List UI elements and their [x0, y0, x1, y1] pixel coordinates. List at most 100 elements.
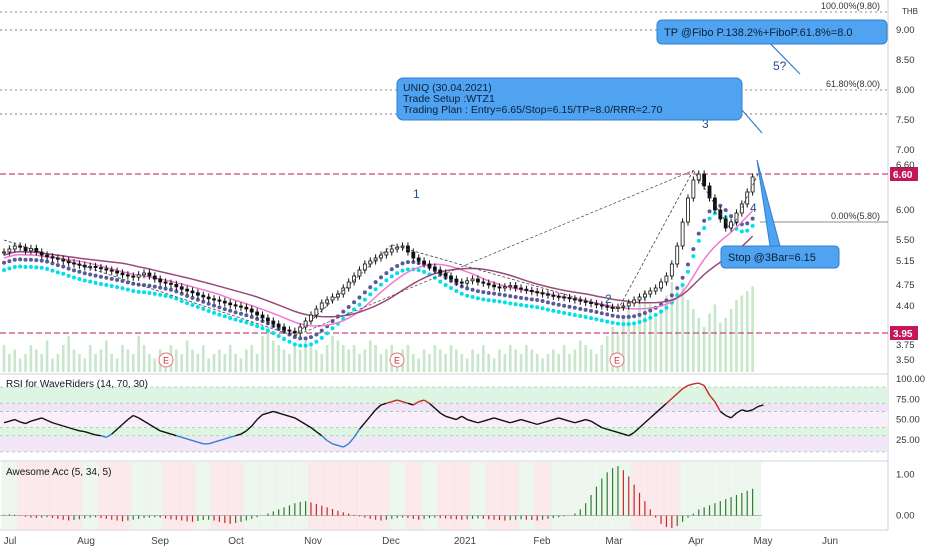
candle-body — [422, 260, 426, 265]
rsi-segment — [456, 415, 463, 421]
indicator-dot — [217, 305, 222, 310]
indicator-dot — [653, 313, 658, 317]
price-tick-label: 7.00 — [896, 145, 915, 156]
volume-bar — [471, 349, 474, 372]
level-tag — [890, 326, 918, 340]
candle-body — [45, 254, 49, 258]
volume-bar — [584, 345, 587, 372]
indicator-dot — [556, 302, 561, 307]
indicator-dot — [669, 293, 674, 298]
candle-body — [562, 296, 567, 299]
rsi-segment — [601, 426, 608, 430]
indicator-dot — [583, 307, 588, 312]
indicator-dot — [88, 272, 93, 277]
candle-body — [502, 286, 507, 289]
candle-body — [99, 267, 103, 270]
rsi-upper-band — [0, 387, 888, 404]
rsi-segment — [752, 405, 759, 411]
ao-stripe — [502, 462, 519, 530]
rsi-segment — [553, 417, 559, 421]
rsi-segment — [606, 428, 613, 432]
candle-body — [691, 179, 696, 199]
indicator-dot — [179, 298, 184, 303]
indicator-dot — [492, 298, 497, 303]
ao-stripe — [389, 462, 406, 530]
indicator-dot — [298, 336, 303, 341]
indicator-dot — [659, 309, 664, 314]
volume-bar — [562, 345, 566, 372]
volume-bar — [2, 345, 6, 372]
indicator-dot — [163, 293, 168, 298]
candle-body — [185, 288, 190, 292]
rsi-segment — [3, 420, 10, 424]
candle-body — [470, 278, 475, 282]
rsi-segment — [192, 439, 199, 443]
ao-stripe — [712, 462, 729, 530]
indicator-dot — [115, 277, 120, 282]
rsi-segment — [633, 427, 640, 433]
indicator-dot — [745, 228, 750, 233]
volume-bar — [115, 358, 119, 372]
volume-bar — [234, 354, 237, 372]
indicator-dot — [362, 290, 367, 295]
ao-stripe — [227, 462, 245, 530]
volume-bar — [126, 349, 130, 372]
indicator-dot — [680, 283, 685, 287]
level-tag-label: 6.60 — [893, 170, 913, 181]
candle-body — [540, 292, 545, 295]
indicator-dot — [718, 203, 723, 208]
rsi-segment — [547, 418, 554, 422]
indicator-dot — [702, 226, 707, 230]
indicator-dot — [152, 291, 157, 296]
indicator-dot — [373, 280, 378, 285]
ao-stripe — [356, 462, 374, 530]
volume-bar — [153, 358, 157, 372]
candle-body — [454, 278, 459, 283]
candle-body — [449, 275, 453, 280]
indicator-dot — [7, 266, 12, 271]
indicator-dot — [750, 216, 755, 221]
rsi-segment — [445, 415, 452, 419]
wave-trend-line — [294, 244, 393, 337]
rsi-segment — [138, 417, 145, 422]
candle-body — [2, 251, 6, 254]
indicator-dot — [249, 314, 254, 319]
candle-body — [309, 314, 313, 322]
volume-bar — [692, 309, 695, 372]
indicator-dot — [39, 265, 44, 270]
indicator-dot — [519, 295, 524, 300]
volume-bar — [293, 345, 297, 372]
volume-bar — [422, 349, 426, 372]
stop-callout-box — [720, 245, 840, 269]
indicator-dot — [664, 305, 669, 310]
candle-body — [158, 278, 163, 283]
indicator-dot — [481, 297, 486, 302]
plan-pointer — [741, 109, 763, 134]
candle-body — [513, 285, 518, 289]
rsi-segment — [100, 435, 107, 439]
indicator-dot — [605, 319, 610, 324]
rsi-segment — [569, 420, 576, 424]
indicator-dot — [93, 280, 98, 285]
rsi-segment — [412, 401, 420, 406]
indicator-dot — [195, 297, 200, 302]
indicator-dot — [314, 332, 319, 337]
indicator-dot — [190, 295, 195, 300]
volume-bar — [535, 354, 539, 372]
volume-bar — [363, 349, 367, 372]
volume-bar — [713, 304, 717, 372]
indicator-dot — [599, 318, 604, 323]
rsi-segment — [143, 420, 150, 425]
indicator-dot — [308, 342, 313, 347]
indicator-dot — [66, 266, 71, 271]
ao-stripe — [259, 462, 277, 530]
candle-body — [239, 305, 243, 308]
rsi-segment — [531, 422, 538, 426]
volume-bar — [681, 286, 684, 372]
ao-stripe — [114, 462, 132, 530]
rsi-segment — [369, 409, 377, 417]
callouts: TP @Fibo P.138.2%+FiboP.61.8%=8.0 UNIQ (3… — [396, 19, 888, 269]
rsi-segment — [612, 430, 619, 434]
volume-bar — [8, 354, 11, 372]
